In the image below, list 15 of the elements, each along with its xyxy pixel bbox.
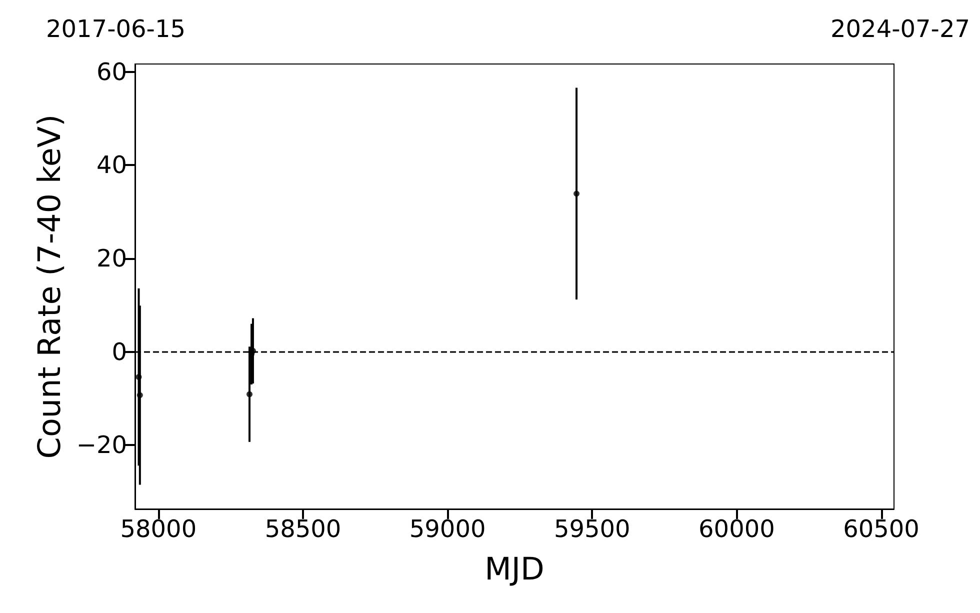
y-tick-label: −20 <box>76 431 127 460</box>
y-axis-title: Count Rate (7-40 keV) <box>32 114 68 459</box>
y-tick-label: 20 <box>96 244 127 273</box>
x-tick-label: 60500 <box>843 515 920 543</box>
x-tick-label: 59000 <box>409 515 486 543</box>
y-tick-label: 60 <box>96 58 127 86</box>
x-tick-label: 59500 <box>554 515 630 543</box>
y-tick-label: 40 <box>96 151 127 180</box>
x-tick-label: 60000 <box>698 515 775 543</box>
text: 2017-06-15 <box>46 15 186 43</box>
x-tick-label: 58500 <box>264 515 342 543</box>
y-tick-label: 0 <box>112 338 127 366</box>
text: 2024-07-27 <box>830 15 970 43</box>
x-tick-label: 58000 <box>120 515 197 543</box>
x-axis-title: MJD <box>484 552 544 588</box>
